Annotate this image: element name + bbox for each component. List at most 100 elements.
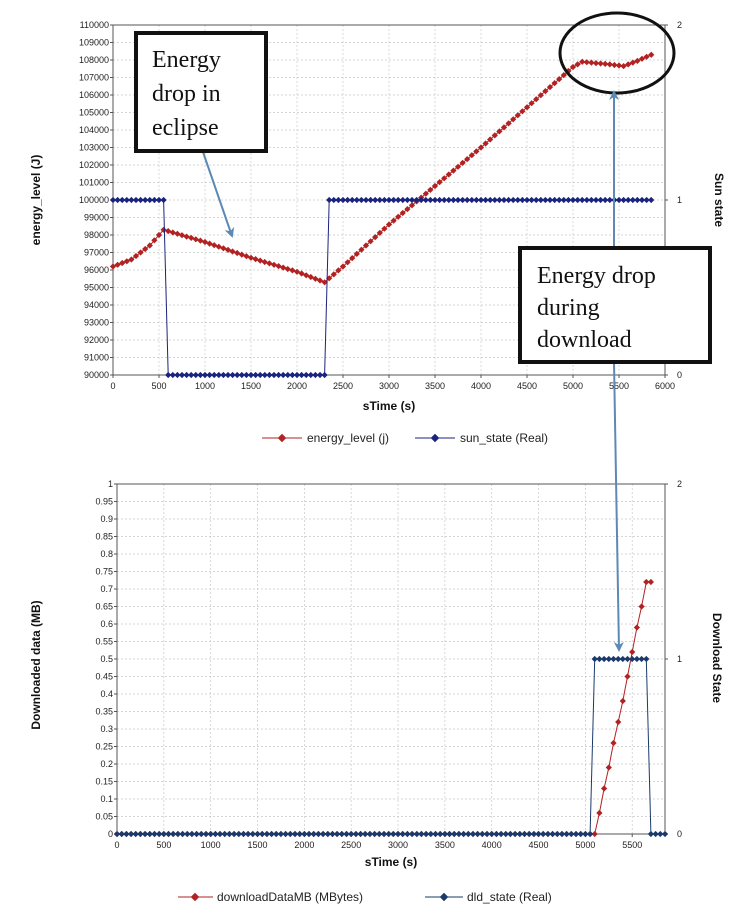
energy-y-tick-label: 90000 <box>84 370 109 380</box>
energy-level-point <box>620 62 627 70</box>
download-data-point <box>600 785 608 792</box>
sun-state-point <box>252 371 259 379</box>
dld-state-point <box>127 830 135 838</box>
energy-level-point <box>464 155 471 163</box>
download-state-axis-title: Download State <box>710 613 724 703</box>
dld-state-point <box>549 830 556 838</box>
energy-chart: 90000 91000 92000 93000 94000 95000 96000 97000… <box>29 20 726 445</box>
energy-y-tick-label: 91000 <box>84 353 109 363</box>
dld-state-point <box>319 830 327 838</box>
dld-state-point <box>652 830 659 838</box>
download-y-tick-label: 0.15 <box>95 777 113 787</box>
download-x-tick-label: 4000 <box>482 840 502 850</box>
dld-state-point <box>647 830 655 838</box>
download-data-point <box>619 697 626 705</box>
energy-level-point <box>229 248 236 255</box>
sun-state-tick-label: 2 <box>677 20 682 30</box>
download-y-tick-label: 0.4 <box>100 689 113 699</box>
dld-state-point <box>422 830 430 838</box>
dld-state-point <box>568 830 575 838</box>
energy-y-tick-label: 97000 <box>84 248 109 258</box>
download-y-tick-label: 0.9 <box>100 514 113 524</box>
dld-state-point <box>193 830 200 838</box>
dld-state-point <box>657 830 664 838</box>
download-data-point <box>629 648 636 656</box>
download-data-point <box>624 673 631 680</box>
download-callout-line-3: download <box>537 327 632 353</box>
sun-state-point <box>510 196 517 204</box>
download-callout: Energy drop during download <box>518 246 712 364</box>
energy-level-point <box>151 237 158 244</box>
dld-state-point <box>586 830 594 838</box>
energy-level-point <box>551 79 558 87</box>
eclipse-callout-line-2: drop in <box>152 81 221 107</box>
download-data-line <box>117 581 651 835</box>
sun-state-point <box>275 371 282 379</box>
legend-energy-level: energy_level (j) <box>262 431 389 445</box>
energy-level-point <box>312 275 319 282</box>
energy-level-point <box>643 53 650 60</box>
eclipse-callout-line-3: eclipse <box>152 115 219 141</box>
energy-level-point <box>339 263 347 270</box>
energy-level-point <box>155 231 163 239</box>
sun-state-tick-labels: 0 1 2 <box>677 20 682 380</box>
energy-y-tick-label: 99000 <box>84 213 109 223</box>
dld-state-point <box>638 655 645 663</box>
energy-level-point <box>142 245 149 253</box>
energy-y-tick-label: 109000 <box>79 38 109 48</box>
legend-dld-state: dld_state (Real) <box>425 890 552 904</box>
energy-y-tick-label: 104000 <box>79 125 109 135</box>
download-y-tick-label: 0.6 <box>100 619 113 629</box>
download-y-tick-label: 0.95 <box>95 497 113 507</box>
sun-state-point <box>119 196 126 204</box>
sun-state-point <box>155 196 163 204</box>
dld-state-point <box>615 655 622 663</box>
energy-y-tick-labels: 90000 91000 92000 93000 94000 95000 96000 97000… <box>79 20 109 380</box>
download-y-tick-label: 0.8 <box>100 549 113 559</box>
eclipse-arrow <box>202 151 235 238</box>
dld-state-point <box>357 830 364 838</box>
energy-level-point <box>353 250 360 258</box>
energy-level-point <box>298 270 305 277</box>
sun-state-axis-title: Sun state <box>712 173 726 227</box>
energy-y-tick-label: 94000 <box>84 300 109 310</box>
energy-y-tick-label: 96000 <box>84 265 109 275</box>
dld-state-point <box>268 830 275 838</box>
energy-level-point <box>528 100 535 107</box>
dld-state-point <box>511 830 519 838</box>
energy-level-point <box>316 277 324 284</box>
energy-y-axis-title: energy_level (J) <box>29 155 43 246</box>
dld-state-point <box>483 830 491 838</box>
download-data-point <box>643 578 650 586</box>
energy-y-tick-label: 108000 <box>79 55 109 65</box>
dld-state-point <box>296 830 303 838</box>
sun-state-point <box>293 371 301 379</box>
dld-state-point <box>333 830 341 838</box>
energy-x-tick-label: 4000 <box>471 381 491 391</box>
energy-level-point <box>289 267 296 274</box>
dld-state-point <box>521 830 528 838</box>
download-chart-series <box>113 578 669 838</box>
dld-state-point <box>516 830 523 838</box>
sun-state-point <box>316 371 324 379</box>
energy-level-point <box>266 260 273 267</box>
energy-level-point <box>183 233 190 240</box>
download-y-tick-label: 0 <box>108 829 113 839</box>
dld-state-point <box>460 830 467 838</box>
energy-level-point <box>197 237 204 244</box>
dld-state-point <box>329 830 336 838</box>
sun-state-point <box>298 371 305 379</box>
energy-level-point <box>399 209 406 217</box>
energy-x-axis-title: sTime (s) <box>363 399 415 413</box>
dld-state-point <box>497 830 505 838</box>
energy-x-tick-label: 5500 <box>609 381 629 391</box>
energy-y-tick-label: 110000 <box>80 20 109 30</box>
energy-legend: energy_level (j) sun_state (Real) <box>262 431 548 445</box>
download-y-tick-label: 0.85 <box>95 532 113 542</box>
dld-state-point <box>633 655 641 663</box>
dld-state-point <box>394 830 402 838</box>
energy-level-point <box>188 234 195 242</box>
dld-state-point <box>371 830 378 838</box>
energy-y-tick-label: 106000 <box>79 90 109 100</box>
